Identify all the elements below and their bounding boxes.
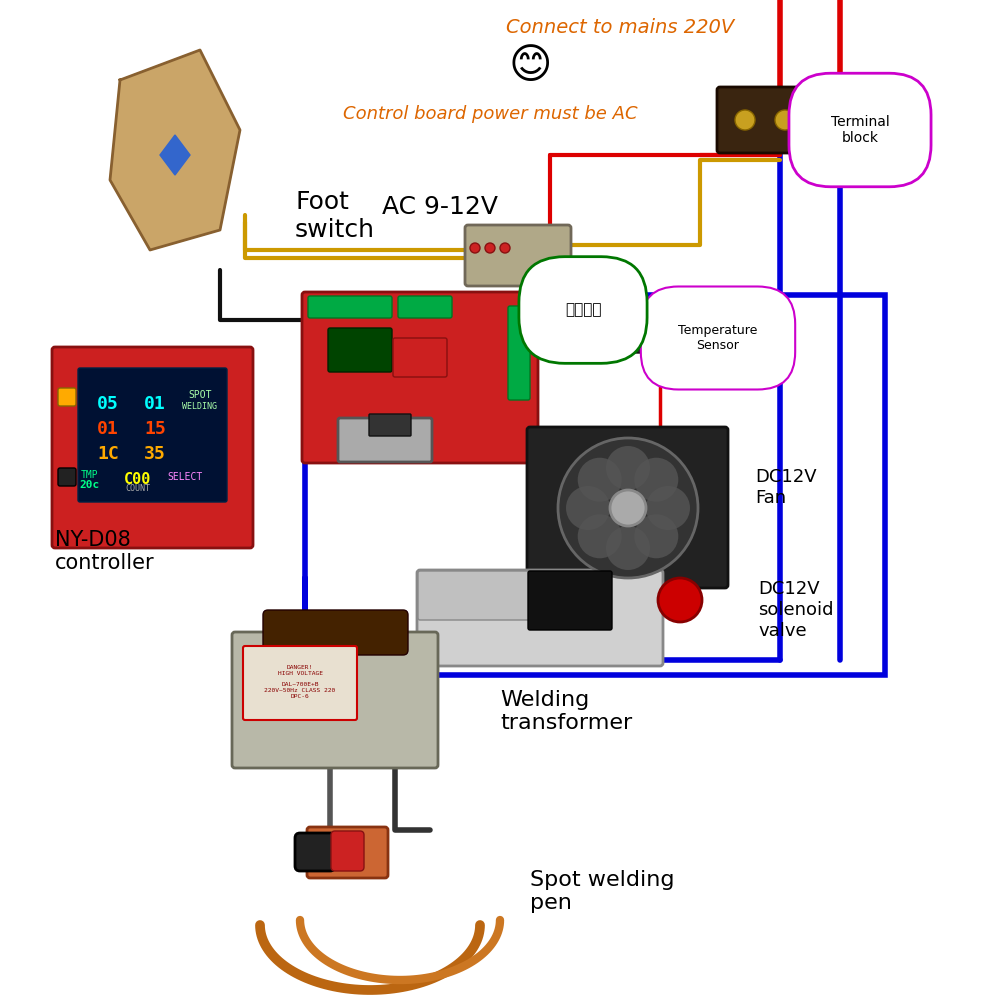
Text: 20c: 20c: [80, 480, 100, 490]
Text: C00: C00: [124, 472, 152, 487]
Circle shape: [485, 243, 495, 253]
Circle shape: [500, 243, 510, 253]
Text: Temperature
Sensor: Temperature Sensor: [678, 324, 758, 352]
FancyBboxPatch shape: [52, 347, 253, 548]
Text: COUNT: COUNT: [126, 484, 150, 493]
FancyBboxPatch shape: [508, 306, 530, 400]
Text: Spot welding
pen: Spot welding pen: [530, 870, 674, 913]
Text: NY-D08
controller: NY-D08 controller: [55, 530, 155, 573]
Circle shape: [634, 458, 678, 502]
Circle shape: [606, 446, 650, 490]
FancyBboxPatch shape: [78, 368, 227, 502]
FancyBboxPatch shape: [263, 610, 408, 655]
FancyBboxPatch shape: [243, 646, 357, 720]
Text: 01: 01: [97, 420, 119, 438]
Circle shape: [634, 514, 678, 558]
Text: AC 9-12V: AC 9-12V: [382, 195, 498, 219]
Circle shape: [845, 110, 865, 130]
FancyBboxPatch shape: [328, 328, 392, 372]
FancyBboxPatch shape: [398, 296, 452, 318]
Text: 😊: 😊: [508, 45, 552, 87]
FancyBboxPatch shape: [527, 427, 728, 588]
Text: Control board power must be AC: Control board power must be AC: [343, 105, 637, 123]
Text: Terminal
block: Terminal block: [831, 115, 889, 145]
FancyBboxPatch shape: [417, 570, 663, 666]
FancyBboxPatch shape: [393, 338, 447, 377]
FancyBboxPatch shape: [528, 571, 612, 630]
Bar: [305, 295, 885, 675]
FancyBboxPatch shape: [58, 388, 76, 406]
FancyBboxPatch shape: [418, 571, 532, 620]
Text: 直接对插: 直接对插: [565, 302, 601, 318]
FancyBboxPatch shape: [338, 418, 432, 462]
Circle shape: [815, 110, 835, 130]
FancyBboxPatch shape: [295, 833, 335, 871]
Circle shape: [566, 486, 610, 530]
FancyBboxPatch shape: [369, 414, 411, 436]
Circle shape: [735, 110, 755, 130]
Polygon shape: [160, 135, 190, 175]
Text: TMP: TMP: [81, 470, 99, 480]
FancyBboxPatch shape: [717, 87, 883, 153]
Text: DANGER!
HIGH VOLTAGE

DAL~700E+B
220V~50Hz CLASS 220
DPC-6: DANGER! HIGH VOLTAGE DAL~700E+B 220V~50H…: [264, 665, 336, 699]
FancyBboxPatch shape: [232, 632, 438, 768]
FancyBboxPatch shape: [331, 831, 364, 871]
FancyBboxPatch shape: [552, 317, 648, 353]
Circle shape: [578, 458, 622, 502]
FancyBboxPatch shape: [307, 827, 388, 878]
Circle shape: [578, 514, 622, 558]
Text: Welding
transformer: Welding transformer: [500, 690, 632, 733]
Text: SPOT: SPOT: [188, 390, 212, 400]
Circle shape: [646, 486, 690, 530]
FancyBboxPatch shape: [465, 225, 571, 286]
Circle shape: [606, 526, 650, 570]
Text: 05: 05: [97, 395, 119, 413]
FancyBboxPatch shape: [308, 296, 392, 318]
Circle shape: [658, 578, 702, 622]
Text: SELECT: SELECT: [167, 472, 203, 482]
Circle shape: [775, 110, 795, 130]
FancyBboxPatch shape: [302, 292, 538, 463]
Circle shape: [610, 490, 646, 526]
Text: Foot
switch: Foot switch: [295, 190, 375, 242]
Text: 35: 35: [144, 445, 166, 463]
FancyBboxPatch shape: [58, 468, 76, 486]
Text: DC12V
solenoid
valve: DC12V solenoid valve: [758, 580, 834, 640]
Circle shape: [558, 438, 698, 578]
Text: 1C: 1C: [97, 445, 119, 463]
Text: DC12V
Fan: DC12V Fan: [755, 468, 817, 507]
Text: 15: 15: [144, 420, 166, 438]
Text: 01: 01: [144, 395, 166, 413]
Text: WELDING: WELDING: [182, 402, 218, 411]
Circle shape: [470, 243, 480, 253]
Text: Connect to mains 220V: Connect to mains 220V: [506, 18, 734, 37]
Polygon shape: [110, 50, 240, 250]
